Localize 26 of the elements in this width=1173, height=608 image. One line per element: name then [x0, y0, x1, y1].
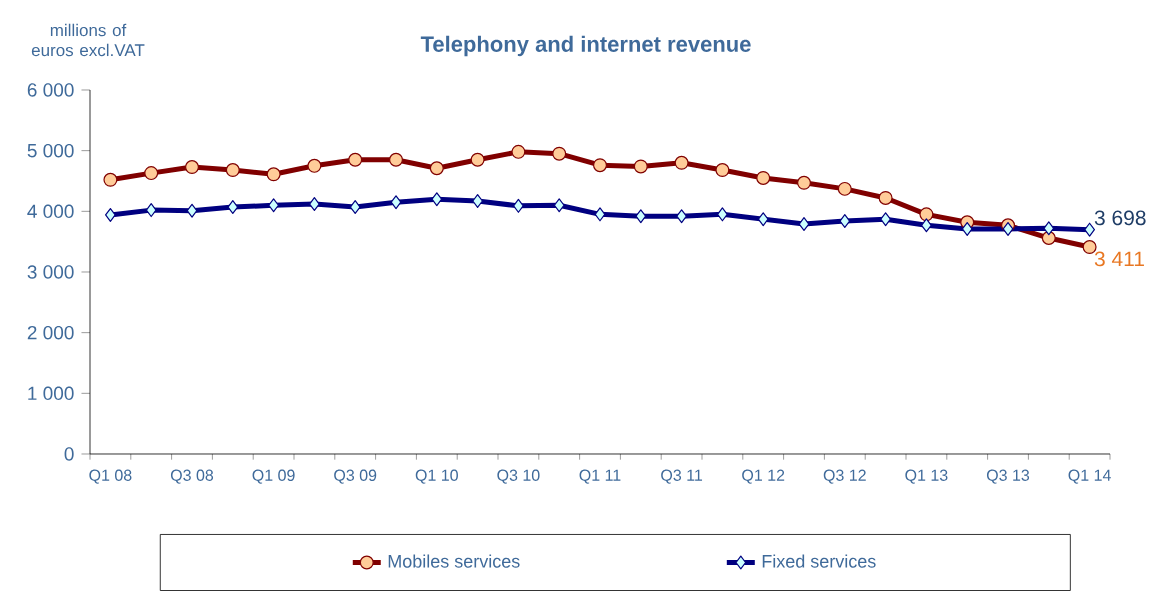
x-tick-label: Q1 10 [415, 469, 458, 484]
legend-label: Fixed services [762, 554, 876, 568]
x-tick-label: Q1 08 [89, 469, 132, 484]
x-tick-label: Q3 13 [986, 469, 1030, 484]
x-tick-label: Q3 08 [170, 469, 214, 484]
x-tick-label: Q1 13 [905, 469, 948, 484]
y-tick-label: 6 000 [27, 83, 74, 97]
x-tick-label: Q1 09 [252, 469, 295, 484]
y-tick-label: 0 [64, 447, 74, 461]
y-tick-label: 4 000 [27, 204, 74, 219]
data-label: 3 411 [1094, 251, 1144, 267]
y-tick-label: 2 000 [27, 325, 74, 340]
x-tick-label: Q3 10 [497, 469, 540, 484]
x-tick-label: Q1 11 [579, 469, 621, 484]
x-tick-label: Q3 12 [823, 469, 866, 484]
data-label: 3 698 [1094, 210, 1146, 226]
y-tick-label: 3 000 [27, 265, 74, 279]
x-tick-label: Q3 11 [661, 469, 703, 484]
x-tick-label: Q3 09 [334, 469, 377, 484]
chart-title: Telephony and internet revenue [420, 35, 751, 57]
x-tick-label: Q1 14 [1068, 469, 1111, 484]
legend-label: Mobiles services [388, 554, 520, 568]
y-axis-title: millions of euros excl.VAT [31, 23, 145, 57]
x-tick-label: Q1 12 [742, 469, 785, 484]
y-tick-label: 5 000 [27, 143, 74, 158]
y-tick-label: 1 000 [28, 386, 74, 401]
